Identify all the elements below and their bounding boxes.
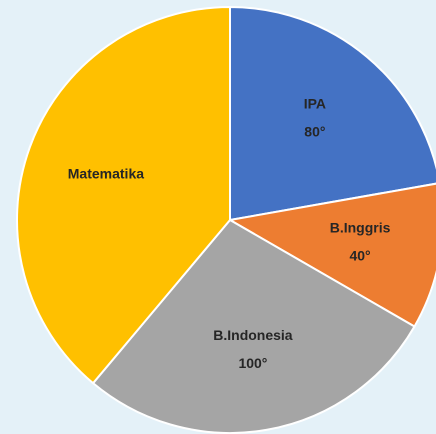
- slice-value-label: 40°: [349, 248, 370, 264]
- slice-label: IPA: [304, 96, 326, 112]
- pie-slice: [227, 182, 436, 328]
- slice-label: B.Indonesia: [213, 327, 293, 343]
- slice-value-label: 80°: [304, 124, 325, 140]
- slice-label: Matematika: [68, 166, 144, 182]
- pie-slice: [91, 218, 416, 434]
- pie-slice: [229, 5, 436, 222]
- pie-slice: [16, 5, 231, 385]
- slice-label: B.Inggris: [330, 220, 391, 236]
- slice-value-label: 100°: [238, 355, 267, 371]
